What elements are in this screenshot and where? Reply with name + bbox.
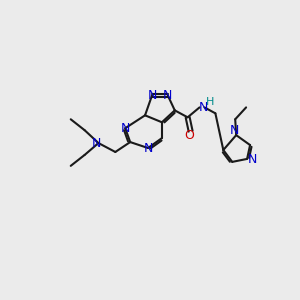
Text: N: N — [163, 89, 172, 102]
Text: N: N — [248, 153, 257, 167]
Text: N: N — [199, 101, 208, 114]
Text: N: N — [230, 124, 239, 137]
Text: O: O — [185, 129, 195, 142]
Text: H: H — [206, 98, 214, 107]
Text: N: N — [143, 142, 153, 154]
Text: N: N — [147, 89, 157, 102]
Text: N: N — [121, 122, 130, 135]
Text: N: N — [92, 136, 101, 150]
